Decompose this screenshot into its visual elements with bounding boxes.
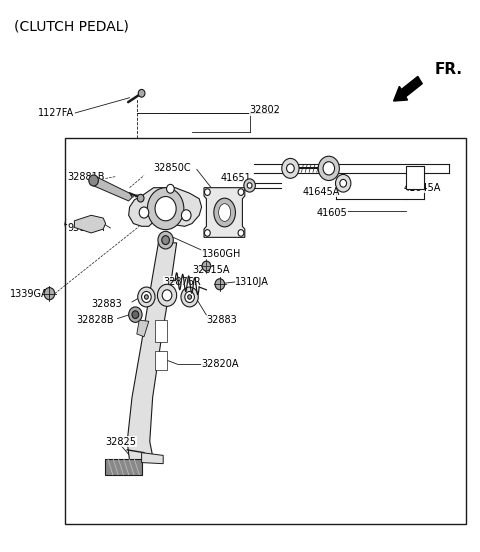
Circle shape	[340, 179, 347, 187]
Text: 41605: 41605	[317, 208, 348, 217]
Text: 32883: 32883	[206, 315, 237, 325]
Text: 41645A: 41645A	[302, 187, 340, 197]
Polygon shape	[129, 188, 202, 226]
Polygon shape	[204, 188, 245, 237]
Circle shape	[167, 184, 174, 193]
Text: FR.: FR.	[434, 61, 462, 77]
Text: 32825: 32825	[106, 437, 137, 447]
Text: 1360GH: 1360GH	[202, 249, 241, 259]
Text: 1339GA: 1339GA	[10, 289, 48, 299]
Text: 41645A: 41645A	[403, 183, 441, 193]
Circle shape	[181, 210, 191, 221]
Text: (CLUTCH PEDAL): (CLUTCH PEDAL)	[14, 19, 129, 33]
Circle shape	[162, 236, 169, 245]
Text: 32815A: 32815A	[192, 266, 229, 275]
Circle shape	[282, 158, 299, 178]
Circle shape	[139, 207, 149, 218]
Text: 1310JA: 1310JA	[235, 277, 269, 286]
Bar	[155, 320, 167, 342]
Text: 93840A: 93840A	[67, 223, 105, 233]
Circle shape	[202, 261, 211, 271]
Circle shape	[204, 189, 210, 195]
Polygon shape	[90, 177, 132, 201]
Circle shape	[323, 162, 335, 175]
Circle shape	[147, 188, 184, 230]
Circle shape	[244, 179, 255, 192]
Circle shape	[129, 307, 142, 322]
Circle shape	[185, 291, 194, 302]
Circle shape	[155, 197, 176, 221]
Text: 32802: 32802	[250, 105, 280, 115]
Circle shape	[238, 189, 244, 195]
FancyArrow shape	[394, 76, 422, 101]
Circle shape	[137, 194, 144, 202]
Circle shape	[181, 287, 198, 307]
Ellipse shape	[214, 198, 236, 227]
Circle shape	[162, 290, 172, 301]
Bar	[406, 166, 424, 189]
Polygon shape	[74, 215, 106, 233]
Polygon shape	[127, 243, 177, 461]
Circle shape	[44, 288, 55, 300]
Circle shape	[138, 287, 155, 307]
Circle shape	[204, 230, 210, 236]
Bar	[155, 351, 167, 370]
Circle shape	[158, 231, 173, 249]
Circle shape	[157, 284, 177, 306]
Ellipse shape	[219, 204, 231, 221]
Text: 32881B: 32881B	[67, 172, 105, 182]
Circle shape	[142, 291, 151, 302]
Circle shape	[215, 279, 225, 290]
Circle shape	[247, 183, 252, 188]
Circle shape	[89, 175, 98, 186]
Circle shape	[132, 311, 139, 319]
Text: 1127FA: 1127FA	[38, 108, 74, 118]
Circle shape	[138, 89, 145, 97]
Circle shape	[238, 230, 244, 236]
Circle shape	[144, 295, 148, 299]
Text: 32876R: 32876R	[163, 277, 201, 286]
Polygon shape	[137, 320, 149, 337]
Polygon shape	[105, 459, 142, 475]
Text: 32883: 32883	[91, 299, 122, 309]
Text: 32820A: 32820A	[202, 359, 239, 369]
Circle shape	[336, 174, 351, 192]
Polygon shape	[142, 453, 163, 464]
Text: 32850C: 32850C	[154, 163, 191, 173]
Text: 41651: 41651	[221, 173, 252, 183]
Circle shape	[188, 295, 192, 299]
Circle shape	[318, 156, 339, 181]
Text: 32828B: 32828B	[77, 315, 114, 325]
Bar	[65, 138, 466, 524]
Circle shape	[287, 164, 294, 173]
